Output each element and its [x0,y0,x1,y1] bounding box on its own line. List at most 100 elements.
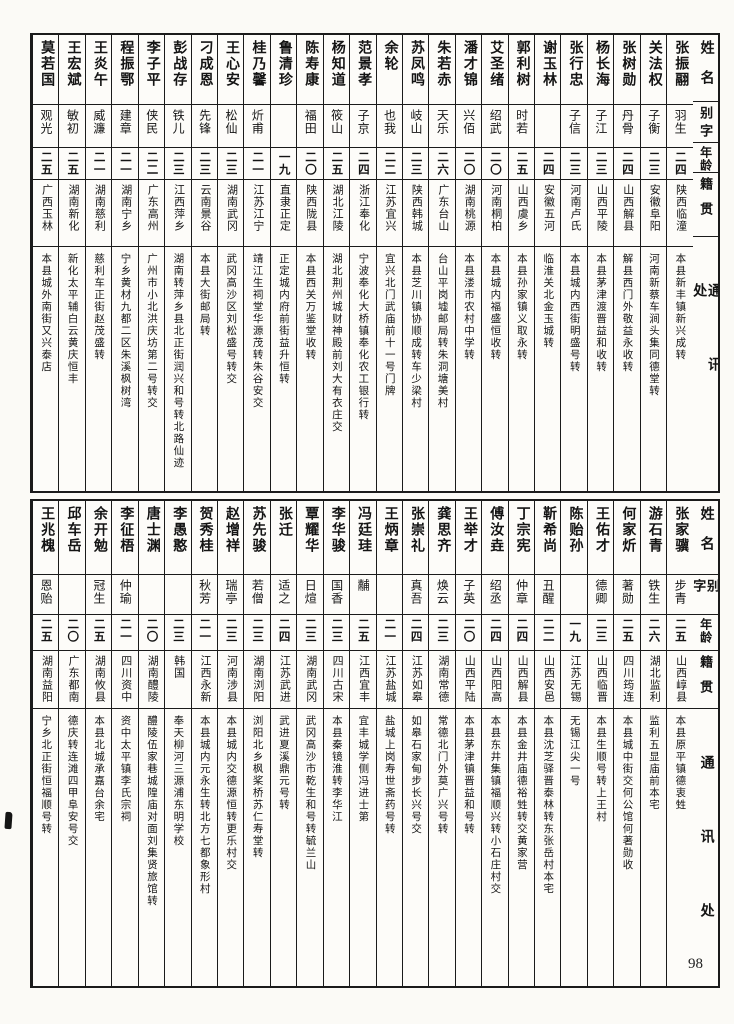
address-value: 本县城外南街又兴泰店 [40,253,52,373]
native-place: 湖南浏阳 [251,655,264,703]
age-cell: 二一 [191,615,217,651]
courtesy-name-cell: 羽生 [667,105,693,148]
native-place: 江西萍乡 [172,184,185,232]
courtesy-name-cell: 松仙 [217,105,244,148]
age-value: 二一 [119,618,132,643]
person-column: 范景孝 子京 二四 浙江奉化 宁波奉化大桥镇奉化农工银行转 [349,35,376,491]
courtesy-name-cell: 冠生 [85,575,112,615]
courtesy-name: 天乐 [435,109,450,135]
courtesy-name: 仲瑜 [118,579,133,605]
age-value: 二〇 [462,618,475,643]
person-name: 王举才 [461,506,477,554]
person-column: 张崇礼 真吾 二四 江苏如皋 如皋石家甸步长兴号交 [401,501,429,986]
native-place: 山西平陆 [463,655,476,703]
address-value: 本县秦镜淮转李华江 [330,715,342,823]
age-cell: 二三 [587,615,614,651]
person-name: 龚思齐 [435,506,451,554]
header-origin-label: 籍贯 [698,655,714,705]
address-cell: 无锡江尖一号 [561,709,586,986]
header-address-label: 通讯处 [692,282,718,431]
courtesy-name: 敏初 [65,109,80,135]
age-value: 二五 [39,618,52,643]
address-value: 监利五显庙前本宅 [647,715,659,811]
person-name-cell: 李征梧 [112,501,138,575]
address-cell: 本县城内西街明盛号转 [561,247,586,491]
age-value: 二四 [515,618,528,643]
courtesy-name: 子江 [593,109,608,135]
address-cell: 本县城中街交何公馆何著勋收 [614,709,639,986]
native-place: 四川筠连 [621,655,634,703]
age-value: 二五 [66,151,79,176]
age-value: 二四 [356,151,369,176]
person-name: 谢玉林 [541,40,557,88]
courtesy-name: 筱山 [329,109,344,135]
courtesy-name-cell: 步青 [667,575,693,615]
header-age-label: 年龄 [698,145,713,172]
person-column: 刁成恩 先锋 二三 云南景谷 本县大街邮局转 [190,35,217,491]
address-value: 本县茅津镇晋益和号转 [463,715,474,835]
person-name-cell: 邱车岳 [59,501,85,575]
courtesy-name-cell: 时若 [508,105,535,148]
person-name-cell: 赵增祥 [217,501,244,575]
person-name: 王炎午 [91,40,107,88]
age-cell: 二五 [85,615,112,651]
native-place-cell: 江苏盐城 [376,651,402,709]
person-name: 傅汝垚 [488,506,504,554]
person-name-cell: 艾圣绪 [482,35,508,105]
address-value: 本县茅津渡晋益和收转 [595,253,607,373]
native-place: 湖南武冈 [304,655,317,703]
age-value: 二一 [92,151,105,176]
courtesy-name-cell: 丹骨 [614,105,640,148]
person-name-cell: 陈贻孙 [561,501,587,575]
person-name-cell: 杨长海 [587,35,614,105]
courtesy-name-cell: 兴佰 [455,105,482,148]
address-value: 本县孙家镇义取永转 [515,253,527,361]
age-cell: 二四 [350,148,376,180]
person-column: 李征梧 仲瑜 二一 四川资中 资中太平镇李氏宗祠 [111,501,138,986]
person-name-cell: 傅汝垚 [482,501,508,575]
address-value: 河南新蔡车涧头集同德堂转 [647,253,659,397]
courtesy-name: 观光 [39,109,54,135]
address-cell: 武进夏溪鼎元号转 [271,709,296,986]
address-cell: 德庆转连滩四甲阜安号交 [59,709,84,986]
courtesy-name: 绍丞 [488,579,503,605]
age-value: 二三 [198,151,211,176]
courtesy-name-cell: 国香 [323,575,350,615]
address-cell: 本县原平镇德衷甡 [667,709,692,986]
age-value: 二三 [171,618,184,643]
person-name-cell: 关法权 [640,35,667,105]
courtesy-name: 先锋 [197,109,212,135]
person-name-cell: 王炎午 [85,35,112,105]
address-value: 本县城中街交何公馆何著勋收 [621,715,633,871]
person-column: 杨知道 筱山 二五 湖北江陵 湖北荆州城财神殿前刘大有衣庄交 [322,35,350,491]
age-value: 二三 [224,151,237,176]
courtesy-name-cell: 著勋 [614,575,640,615]
courtesy-name-cell: 绍武 [482,105,508,148]
person-name: 程振鄂 [118,40,134,88]
age-cell: 二五 [33,148,59,180]
age-value: 二〇 [145,618,158,643]
person-name: 王宏斌 [65,40,81,88]
native-place-cell: 山西平陆 [455,651,482,709]
person-name: 杨知道 [329,40,345,88]
person-name: 张行忠 [567,40,583,88]
age-value: 二五 [330,151,343,176]
person-column: 唐士渊 二〇 湖南醴陵 醴陵伍家巷城隍庙对面刘集贤旅馆转 [137,501,165,986]
native-place: 湖南武冈 [225,184,238,232]
person-name: 丁宗宪 [514,506,530,554]
age-cell: 二三 [217,148,244,180]
header-address-label: 通讯处 [698,755,714,977]
courtesy-name-cell: 敏初 [59,105,85,148]
age-cell: 二三 [244,615,270,651]
address-cell: 本县城内交德源恒转更乐村交 [218,709,243,986]
person-name: 王心安 [224,40,240,88]
person-column: 程振鄂 建章 二一 湖南宁乡 宁乡黄材九都二区朱溪枫树湾 [111,35,138,491]
person-name-cell: 游石青 [640,501,667,575]
native-place-cell: 安徽五河 [535,180,561,247]
native-place: 江苏盐城 [384,655,396,703]
native-place: 山西解县 [621,184,634,232]
age-cell: 二〇 [455,148,482,180]
person-name-cell: 丁宗宪 [508,501,535,575]
courtesy-name: 福田 [303,109,318,135]
native-place-cell: 浙江奉化 [350,180,376,247]
